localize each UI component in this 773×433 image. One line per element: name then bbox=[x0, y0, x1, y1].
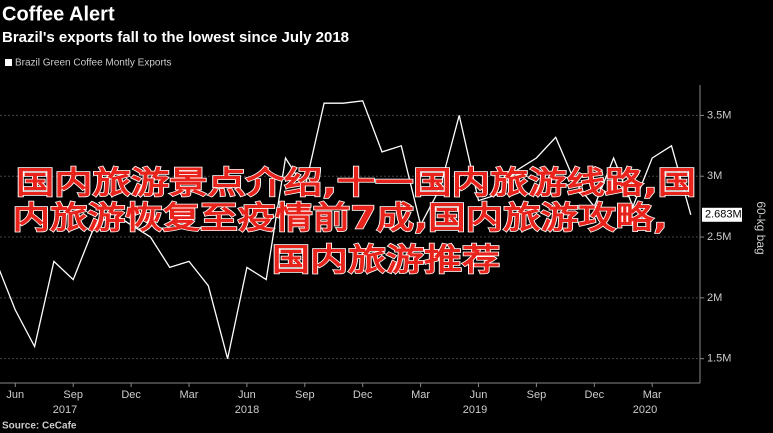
y-tick-label: 1.5M bbox=[707, 353, 731, 365]
overlay-text: 内旅游恢复至疫情前7成,国内旅游攻略, bbox=[13, 201, 668, 237]
x-year-label: 2019 bbox=[463, 404, 487, 416]
x-tick-label: Jun bbox=[238, 389, 256, 401]
last-value-label: 2.683M bbox=[705, 209, 742, 221]
legend-label: Brazil Green Coffee Montly Exports bbox=[15, 58, 172, 69]
x-tick-label: Sep bbox=[527, 389, 547, 401]
x-year-label: 2020 bbox=[633, 404, 657, 416]
y-tick-label: 3M bbox=[707, 170, 722, 182]
x-tick-label: Dec bbox=[121, 389, 141, 401]
x-tick-label: Jun bbox=[470, 389, 488, 401]
legend-swatch bbox=[5, 59, 12, 66]
x-tick-label: Dec bbox=[353, 389, 373, 401]
x-tick-label: Mar bbox=[411, 389, 430, 401]
x-tick-label: Mar bbox=[643, 389, 662, 401]
source: Source: CeCafe bbox=[2, 421, 77, 432]
x-tick-label: Mar bbox=[180, 389, 199, 401]
y-tick-label: 2M bbox=[707, 292, 722, 304]
chart-subtitle: Brazil's exports fall to the lowest sinc… bbox=[2, 29, 349, 46]
x-year-label: 2018 bbox=[235, 404, 259, 416]
overlay-text: 国内旅游推荐 bbox=[272, 243, 500, 279]
chart-title: Coffee Alert bbox=[2, 3, 115, 25]
last-value-box bbox=[702, 207, 742, 222]
data-line bbox=[0, 100, 692, 359]
x-tick-label: Sep bbox=[295, 389, 315, 401]
y-axis-label: 60-kg bag bbox=[754, 201, 768, 254]
x-year-label: 2017 bbox=[53, 404, 77, 416]
y-tick-label: 2.5M bbox=[707, 231, 731, 243]
x-tick-label: Sep bbox=[63, 389, 83, 401]
overlay-text: 国内旅游景点介绍,十一国内旅游线路,国 bbox=[16, 166, 696, 202]
x-tick-label: Jun bbox=[6, 389, 24, 401]
y-tick-label: 3.5M bbox=[707, 109, 731, 121]
x-tick-label: Dec bbox=[585, 389, 605, 401]
